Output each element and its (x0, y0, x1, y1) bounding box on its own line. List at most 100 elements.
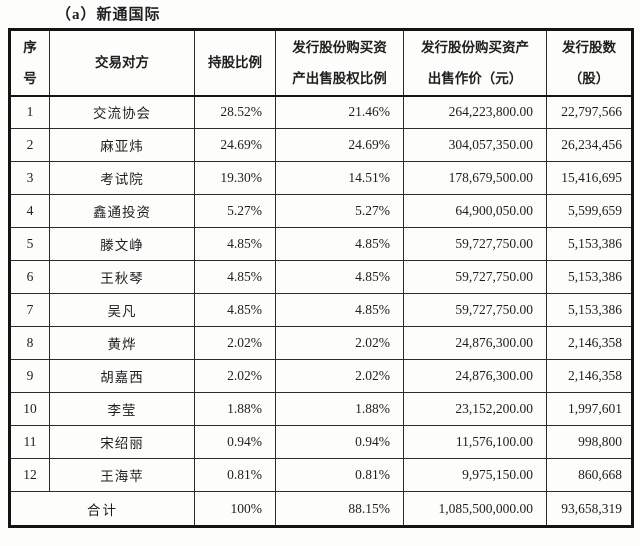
cell-price: 264,223,800.00 (403, 95, 547, 129)
header-row: 序 号 交易对方 持股比例 发行股份购买资 产出售股权比例 发行股份购买资产 出… (9, 29, 633, 97)
cell-counterparty: 黄烨 (49, 326, 195, 360)
cell-sell-ratio: 1.88% (275, 392, 404, 426)
cell-shares: 5,153,386 (546, 293, 633, 327)
cell-price: 24,876,300.00 (403, 326, 547, 360)
cell-counterparty: 王海苹 (49, 458, 195, 492)
table-row: 8 黄烨 2.02% 2.02% 24,876,300.00 2,146,358 (9, 326, 633, 360)
cell-holding-ratio: 0.81% (194, 458, 276, 492)
cell-no: 8 (9, 326, 50, 360)
cell-sell-ratio: 4.85% (275, 227, 404, 261)
cell-price: 59,727,750.00 (403, 260, 547, 294)
table-row: 9 胡嘉西 2.02% 2.02% 24,876,300.00 2,146,35… (9, 359, 633, 393)
header-col-no: 序 号 (9, 29, 50, 97)
table-row: 11 宋绍丽 0.94% 0.94% 11,576,100.00 998,800 (9, 425, 633, 459)
header-col-counterparty: 交易对方 (49, 29, 195, 97)
cell-shares: 22,797,566 (546, 95, 633, 129)
cell-holding-ratio: 2.02% (194, 326, 276, 360)
cell-price: 178,679,500.00 (403, 161, 547, 195)
cell-holding-ratio: 1.88% (194, 392, 276, 426)
cell-shares: 5,153,386 (546, 227, 633, 261)
table-row: 10 李莹 1.88% 1.88% 23,152,200.00 1,997,60… (9, 392, 633, 426)
cell-sell-ratio: 0.94% (275, 425, 404, 459)
cell-total-label: 合计 (9, 491, 195, 527)
cell-no: 2 (9, 128, 50, 162)
header-col-price: 发行股份购买资产 出售作价（元） (403, 29, 547, 97)
cell-counterparty: 滕文峥 (49, 227, 195, 261)
cell-holding-ratio: 5.27% (194, 194, 276, 228)
cell-sell-ratio: 24.69% (275, 128, 404, 162)
cell-shares: 5,599,659 (546, 194, 633, 228)
cell-shares: 1,997,601 (546, 392, 633, 426)
cell-shares: 15,416,695 (546, 161, 633, 195)
table-row: 1 交流协会 28.52% 21.46% 264,223,800.00 22,7… (9, 95, 633, 129)
table-row: 2 麻亚炜 24.69% 24.69% 304,057,350.00 26,23… (9, 128, 633, 162)
cell-sell-ratio: 4.85% (275, 293, 404, 327)
table-row: 7 吴凡 4.85% 4.85% 59,727,750.00 5,153,386 (9, 293, 633, 327)
cell-no: 1 (9, 95, 50, 129)
cell-no: 11 (9, 425, 50, 459)
cell-total-holding-ratio: 100% (194, 491, 276, 527)
cell-holding-ratio: 2.02% (194, 359, 276, 393)
cell-price: 23,152,200.00 (403, 392, 547, 426)
table-total-row: 合计 100% 88.15% 1,085,500,000.00 93,658,3… (9, 491, 633, 527)
cell-no: 3 (9, 161, 50, 195)
header-col-sell-ratio: 发行股份购买资 产出售股权比例 (275, 29, 404, 97)
cell-shares: 998,800 (546, 425, 633, 459)
cell-no: 6 (9, 260, 50, 294)
cell-no: 9 (9, 359, 50, 393)
cell-price: 11,576,100.00 (403, 425, 547, 459)
cell-price: 64,900,050.00 (403, 194, 547, 228)
cell-shares: 860,668 (546, 458, 633, 492)
cell-counterparty: 王秋琴 (49, 260, 195, 294)
cell-price: 59,727,750.00 (403, 293, 547, 327)
cell-shares: 5,153,386 (546, 260, 633, 294)
cell-shares: 26,234,456 (546, 128, 633, 162)
cell-sell-ratio: 2.02% (275, 326, 404, 360)
table-row: 3 考试院 19.30% 14.51% 178,679,500.00 15,41… (9, 161, 633, 195)
header-col-shares: 发行股数 （股） (546, 29, 633, 97)
cell-price: 304,057,350.00 (403, 128, 547, 162)
cell-sell-ratio: 0.81% (275, 458, 404, 492)
header-col-holding-ratio: 持股比例 (194, 29, 276, 97)
cell-holding-ratio: 0.94% (194, 425, 276, 459)
cell-shares: 2,146,358 (546, 359, 633, 393)
cell-no: 5 (9, 227, 50, 261)
cell-price: 59,727,750.00 (403, 227, 547, 261)
cell-price: 24,876,300.00 (403, 359, 547, 393)
cell-sell-ratio: 4.85% (275, 260, 404, 294)
cell-holding-ratio: 28.52% (194, 95, 276, 129)
cell-counterparty: 交流协会 (49, 95, 195, 129)
table-row: 12 王海苹 0.81% 0.81% 9,975,150.00 860,668 (9, 458, 633, 492)
cell-no: 12 (9, 458, 50, 492)
cell-total-price: 1,085,500,000.00 (403, 491, 547, 527)
cell-total-sell-ratio: 88.15% (275, 491, 404, 527)
cell-holding-ratio: 4.85% (194, 293, 276, 327)
cell-no: 10 (9, 392, 50, 426)
cell-holding-ratio: 19.30% (194, 161, 276, 195)
cell-holding-ratio: 4.85% (194, 260, 276, 294)
cell-no: 4 (9, 194, 50, 228)
cell-counterparty: 胡嘉西 (49, 359, 195, 393)
cell-counterparty: 宋绍丽 (49, 425, 195, 459)
cell-total-shares: 93,658,319 (546, 491, 633, 527)
cell-sell-ratio: 14.51% (275, 161, 404, 195)
shareholder-table: 序 号 交易对方 持股比例 发行股份购买资 产出售股权比例 发行股份购买资产 出… (8, 28, 634, 528)
cell-sell-ratio: 2.02% (275, 359, 404, 393)
cell-sell-ratio: 21.46% (275, 95, 404, 129)
table-row: 6 王秋琴 4.85% 4.85% 59,727,750.00 5,153,38… (9, 260, 633, 294)
cell-no: 7 (9, 293, 50, 327)
cell-holding-ratio: 4.85% (194, 227, 276, 261)
cell-counterparty: 考试院 (49, 161, 195, 195)
cell-counterparty: 麻亚炜 (49, 128, 195, 162)
section-title: （a）新通国际 (56, 7, 161, 23)
table-row: 5 滕文峥 4.85% 4.85% 59,727,750.00 5,153,38… (9, 227, 633, 261)
table-row: 4 鑫通投资 5.27% 5.27% 64,900,050.00 5,599,6… (9, 194, 633, 228)
cell-counterparty: 李莹 (49, 392, 195, 426)
cell-sell-ratio: 5.27% (275, 194, 404, 228)
cell-counterparty: 鑫通投资 (49, 194, 195, 228)
cell-counterparty: 吴凡 (49, 293, 195, 327)
cell-shares: 2,146,358 (546, 326, 633, 360)
cell-holding-ratio: 24.69% (194, 128, 276, 162)
cell-price: 9,975,150.00 (403, 458, 547, 492)
